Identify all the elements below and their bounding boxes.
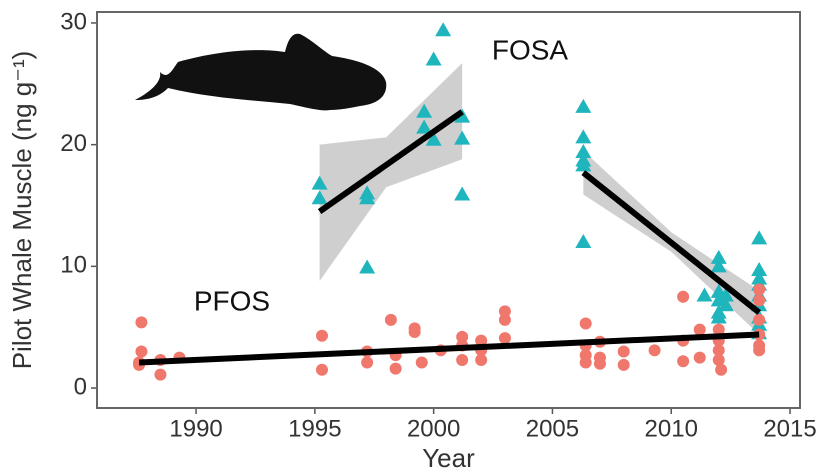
data-point: [498, 313, 511, 326]
data-point: [617, 345, 630, 358]
data-point: [693, 351, 706, 364]
data-point: [454, 186, 471, 201]
y-tick-label: 0: [74, 373, 87, 400]
y-tick-label: 20: [60, 130, 87, 157]
fit-line: [317, 109, 464, 215]
data-point: [677, 290, 690, 303]
data-point: [154, 368, 167, 381]
data-point: [693, 323, 706, 336]
data-point: [696, 287, 713, 302]
data-point: [617, 358, 630, 371]
data-point: [751, 261, 768, 276]
data-point: [475, 354, 488, 367]
data-point: [712, 354, 725, 367]
data-point: [456, 354, 469, 367]
data-point: [710, 249, 727, 264]
data-point: [359, 190, 376, 205]
y-axis-title: Pilot Whale Muscle (ng g⁻¹): [7, 51, 37, 370]
data-point: [575, 157, 592, 172]
series-label: PFOS: [194, 285, 270, 316]
fit-line: [138, 331, 760, 366]
data-point: [715, 363, 728, 376]
data-point: [408, 326, 421, 339]
data-point: [425, 51, 442, 66]
data-point: [710, 304, 727, 319]
data-point: [753, 313, 766, 326]
data-point: [135, 316, 148, 329]
x-tick-label: 2015: [763, 415, 816, 442]
data-point: [575, 234, 592, 249]
data-point: [498, 332, 511, 345]
x-tick-label: 1995: [288, 415, 341, 442]
data-point: [416, 119, 433, 134]
fit-line: [581, 170, 762, 315]
data-point: [415, 356, 428, 369]
data-point: [579, 317, 592, 330]
series-label: FOSA: [492, 34, 569, 65]
data-point: [456, 330, 469, 343]
data-point: [311, 190, 328, 205]
data-point: [315, 363, 328, 376]
data-point: [454, 108, 471, 123]
data-point: [710, 258, 727, 273]
data-point: [575, 143, 592, 158]
data-point: [753, 283, 766, 296]
data-point: [593, 357, 606, 370]
y-tick-label: 30: [60, 8, 87, 35]
data-point: [389, 362, 402, 375]
data-point: [717, 297, 734, 312]
plot-frame: [96, 11, 801, 409]
data-point: [361, 356, 374, 369]
data-point: [425, 131, 442, 146]
data-point: [475, 334, 488, 347]
data-point: [384, 313, 397, 326]
data-point: [135, 345, 148, 358]
data-point: [454, 130, 471, 145]
data-point: [579, 356, 592, 369]
y-tick-label: 10: [60, 252, 87, 279]
data-point: [648, 344, 661, 357]
x-tick-label: 2010: [645, 415, 698, 442]
data-point: [712, 323, 725, 336]
x-tick-label: 2005: [526, 415, 579, 442]
whale-silhouette: [135, 33, 387, 111]
data-point: [416, 103, 433, 118]
data-point: [315, 329, 328, 342]
data-point: [575, 129, 592, 144]
data-point: [753, 294, 766, 307]
data-point: [751, 230, 768, 245]
data-point: [311, 175, 328, 190]
data-point: [498, 305, 511, 318]
data-point: [717, 287, 734, 302]
x-tick-label: 1990: [169, 415, 222, 442]
data-point: [359, 259, 376, 274]
data-point: [435, 22, 452, 37]
x-axis-title: Year: [422, 443, 475, 473]
data-point: [753, 344, 766, 357]
x-tick-label: 2000: [407, 415, 460, 442]
data-point: [712, 344, 725, 357]
data-point: [677, 355, 690, 368]
data-point: [575, 98, 592, 113]
